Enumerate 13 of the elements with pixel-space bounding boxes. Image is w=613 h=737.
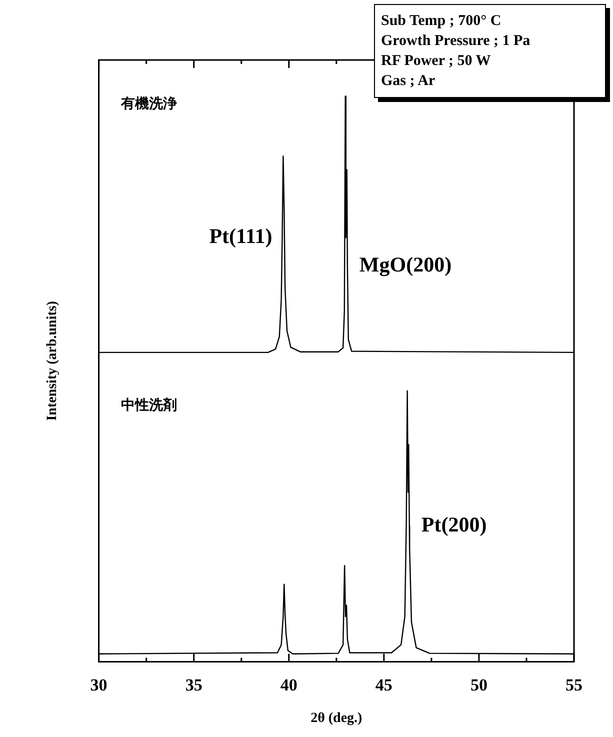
x-tick-label: 40 (280, 675, 298, 694)
annotation: Pt(111) (209, 224, 272, 248)
x-tick-label: 45 (375, 675, 392, 694)
x-tick-label: 55 (566, 675, 582, 694)
x-axis-title: 2θ (deg.) (310, 711, 363, 726)
y-axis-title: Intensity (arb.units) (45, 300, 60, 421)
annotation: 中性洗剤 (120, 396, 177, 414)
x-tick-label: 30 (90, 675, 108, 694)
annotation: 有機洗浄 (120, 96, 177, 112)
annotation: Pt(200) (421, 512, 487, 536)
x-tick-label: 35 (185, 675, 202, 694)
x-tick-label: 50 (470, 675, 488, 694)
annotation: MgO(200) (359, 252, 452, 276)
